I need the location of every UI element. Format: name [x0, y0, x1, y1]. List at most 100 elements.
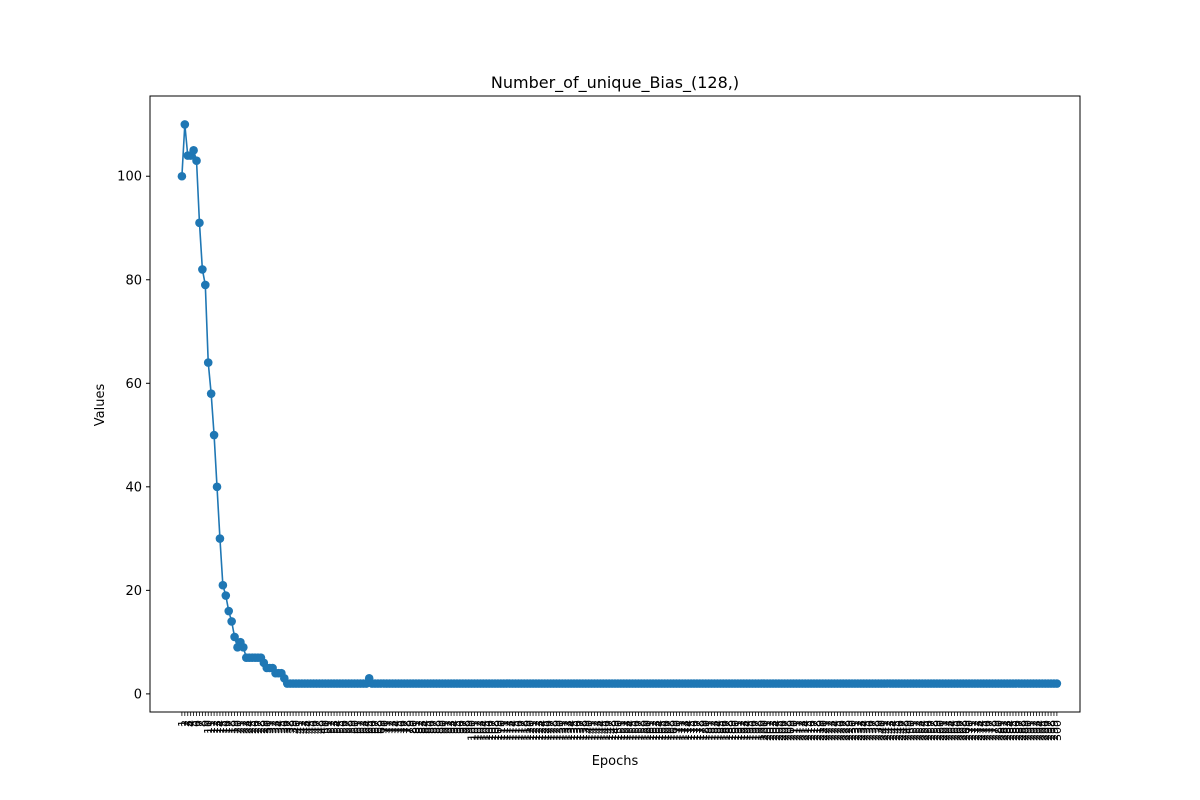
x-tick-label-290: 290 — [1022, 720, 1035, 741]
x-tick-label-130: 130 — [553, 720, 566, 741]
x-tick-label-283: 283 — [1001, 720, 1014, 741]
x-tick-label-246: 246 — [893, 720, 906, 741]
x-tick-label-219: 219 — [814, 720, 827, 741]
x-tick-label-58: 58 — [343, 720, 356, 734]
x-tick-label-118: 118 — [518, 720, 531, 741]
x-tick-label-186: 186 — [717, 720, 730, 741]
x-tick-label-107: 107 — [486, 720, 499, 741]
y-tick-label-80: 80 — [125, 273, 142, 288]
x-tick-label-68: 68 — [372, 720, 385, 734]
x-tick-label-243: 243 — [884, 720, 897, 741]
x-tick-label-162: 162 — [647, 720, 660, 741]
x-tick-label-66: 66 — [366, 720, 379, 734]
x-tick-label-9: 9 — [199, 720, 212, 727]
x-tick-label-120: 120 — [524, 720, 537, 741]
x-tick-label-6: 6 — [191, 720, 204, 727]
x-tick-label-224: 224 — [828, 720, 841, 741]
x-tick-label-101: 101 — [469, 720, 482, 741]
x-tick-label-37: 37 — [281, 720, 294, 734]
x-tick-label-147: 147 — [603, 720, 616, 741]
x-tick-label-148: 148 — [606, 720, 619, 741]
x-tick-label-57: 57 — [340, 720, 353, 734]
x-tick-label-134: 134 — [565, 720, 578, 741]
x-tick-label-173: 173 — [679, 720, 692, 741]
x-tick-label-240: 240 — [875, 720, 888, 741]
x-tick-label-48: 48 — [313, 720, 326, 734]
x-tick-label-112: 112 — [501, 720, 514, 741]
x-tick-label-117: 117 — [515, 720, 528, 741]
x-tick-label-223: 223 — [826, 720, 839, 741]
data-point-14 — [215, 534, 225, 543]
x-tick-label-176: 176 — [688, 720, 701, 741]
y-tick-label-20: 20 — [125, 584, 142, 599]
x-tick-label-245: 245 — [890, 720, 903, 741]
x-tick-label-182: 182 — [706, 720, 719, 741]
x-tick-label-285: 285 — [1007, 720, 1020, 741]
x-tick-label-97: 97 — [457, 720, 470, 734]
x-tick-label-257: 257 — [925, 720, 938, 741]
data-point-300 — [1052, 679, 1062, 688]
x-tick-label-282: 282 — [998, 720, 1011, 741]
x-tick-label-49: 49 — [316, 720, 329, 734]
x-tick-label-31: 31 — [264, 720, 277, 734]
x-tick-label-232: 232 — [852, 720, 865, 741]
data-point-12 — [209, 430, 219, 440]
x-tick-label-129: 129 — [550, 720, 563, 741]
x-tick-label-252: 252 — [910, 720, 923, 741]
x-tick-label-114: 114 — [507, 720, 520, 741]
x-tick-label-193: 193 — [738, 720, 751, 741]
data-point-11 — [206, 389, 216, 398]
x-tick-label-297: 297 — [1042, 720, 1055, 741]
x-tick-label-80: 80 — [407, 720, 420, 734]
x-tick-label-253: 253 — [913, 720, 926, 741]
x-tick-label-95: 95 — [451, 720, 464, 734]
x-tick-label-211: 211 — [790, 720, 803, 741]
x-tick-label-205: 205 — [773, 720, 786, 741]
x-tick-label-277: 277 — [984, 720, 997, 741]
x-tick-label-91: 91 — [439, 720, 452, 734]
x-tick-label-89: 89 — [433, 720, 446, 734]
y-tick-label-100: 100 — [117, 170, 142, 185]
x-tick-label-2: 2 — [179, 720, 192, 727]
x-tick-label-279: 279 — [989, 720, 1002, 741]
x-tick-label-183: 183 — [709, 720, 722, 741]
x-tick-label-84: 84 — [419, 720, 432, 734]
x-tick-label-247: 247 — [896, 720, 909, 741]
x-tick-label-110: 110 — [495, 720, 508, 741]
x-tick-label-165: 165 — [656, 720, 669, 741]
x-tick-label-295: 295 — [1036, 720, 1049, 741]
x-tick-label-178: 178 — [694, 720, 707, 741]
x-tick-label-287: 287 — [1013, 720, 1026, 741]
x-tick-label-259: 259 — [931, 720, 944, 741]
x-tick-label-151: 151 — [615, 720, 628, 741]
x-tick-label-111: 111 — [498, 720, 511, 741]
x-tick-label-62: 62 — [354, 720, 367, 734]
x-tick-label-139: 139 — [580, 720, 593, 741]
x-tick-label-52: 52 — [325, 720, 338, 734]
x-tick-label-73: 73 — [387, 720, 400, 734]
x-tick-label-262: 262 — [940, 720, 953, 741]
x-tick-label-123: 123 — [533, 720, 546, 741]
x-tick-label-26: 26 — [249, 720, 262, 734]
data-point-22 — [239, 642, 248, 652]
x-tick-label-108: 108 — [489, 720, 502, 741]
x-tick-label-141: 141 — [586, 720, 599, 741]
x-tick-label-18: 18 — [226, 720, 239, 734]
x-tick-label-122: 122 — [530, 720, 543, 741]
y-tick-label-60: 60 — [125, 377, 142, 392]
x-tick-label-185: 185 — [714, 720, 727, 741]
x-tick-label-126: 126 — [542, 720, 555, 741]
x-tick-label-194: 194 — [741, 720, 754, 741]
x-tick-label-218: 218 — [811, 720, 824, 741]
x-tick-label-164: 164 — [653, 720, 666, 741]
x-tick-label-271: 271 — [966, 720, 979, 741]
x-tick-label-225: 225 — [831, 720, 844, 741]
x-tick-label-181: 181 — [703, 720, 716, 741]
y-tick-label-0: 0 — [134, 687, 142, 702]
x-tick-label-198: 198 — [752, 720, 765, 741]
x-tick-label-170: 170 — [670, 720, 683, 741]
x-tick-label-217: 217 — [808, 720, 821, 741]
x-tick-label-136: 136 — [571, 720, 584, 741]
x-tick-label-150: 150 — [612, 720, 625, 741]
